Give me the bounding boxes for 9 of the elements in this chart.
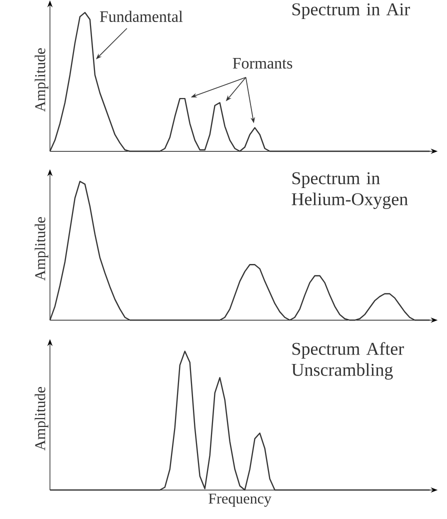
y-axis-title: Amplitude — [34, 217, 48, 281]
annotation: Fundamental — [100, 10, 183, 22]
chart-title: Spectrum in Helium-Oxygen — [292, 172, 408, 209]
annotation: Formants — [232, 58, 292, 69]
chart-title: Spectrum After Unscrambling — [292, 342, 404, 380]
chart-title: Spectrum in Air — [292, 3, 410, 20]
y-axis-title: Amplitude — [34, 48, 48, 112]
y-axis-title: Amplitude — [34, 387, 48, 450]
x-axis-title: Frequency — [208, 494, 272, 507]
